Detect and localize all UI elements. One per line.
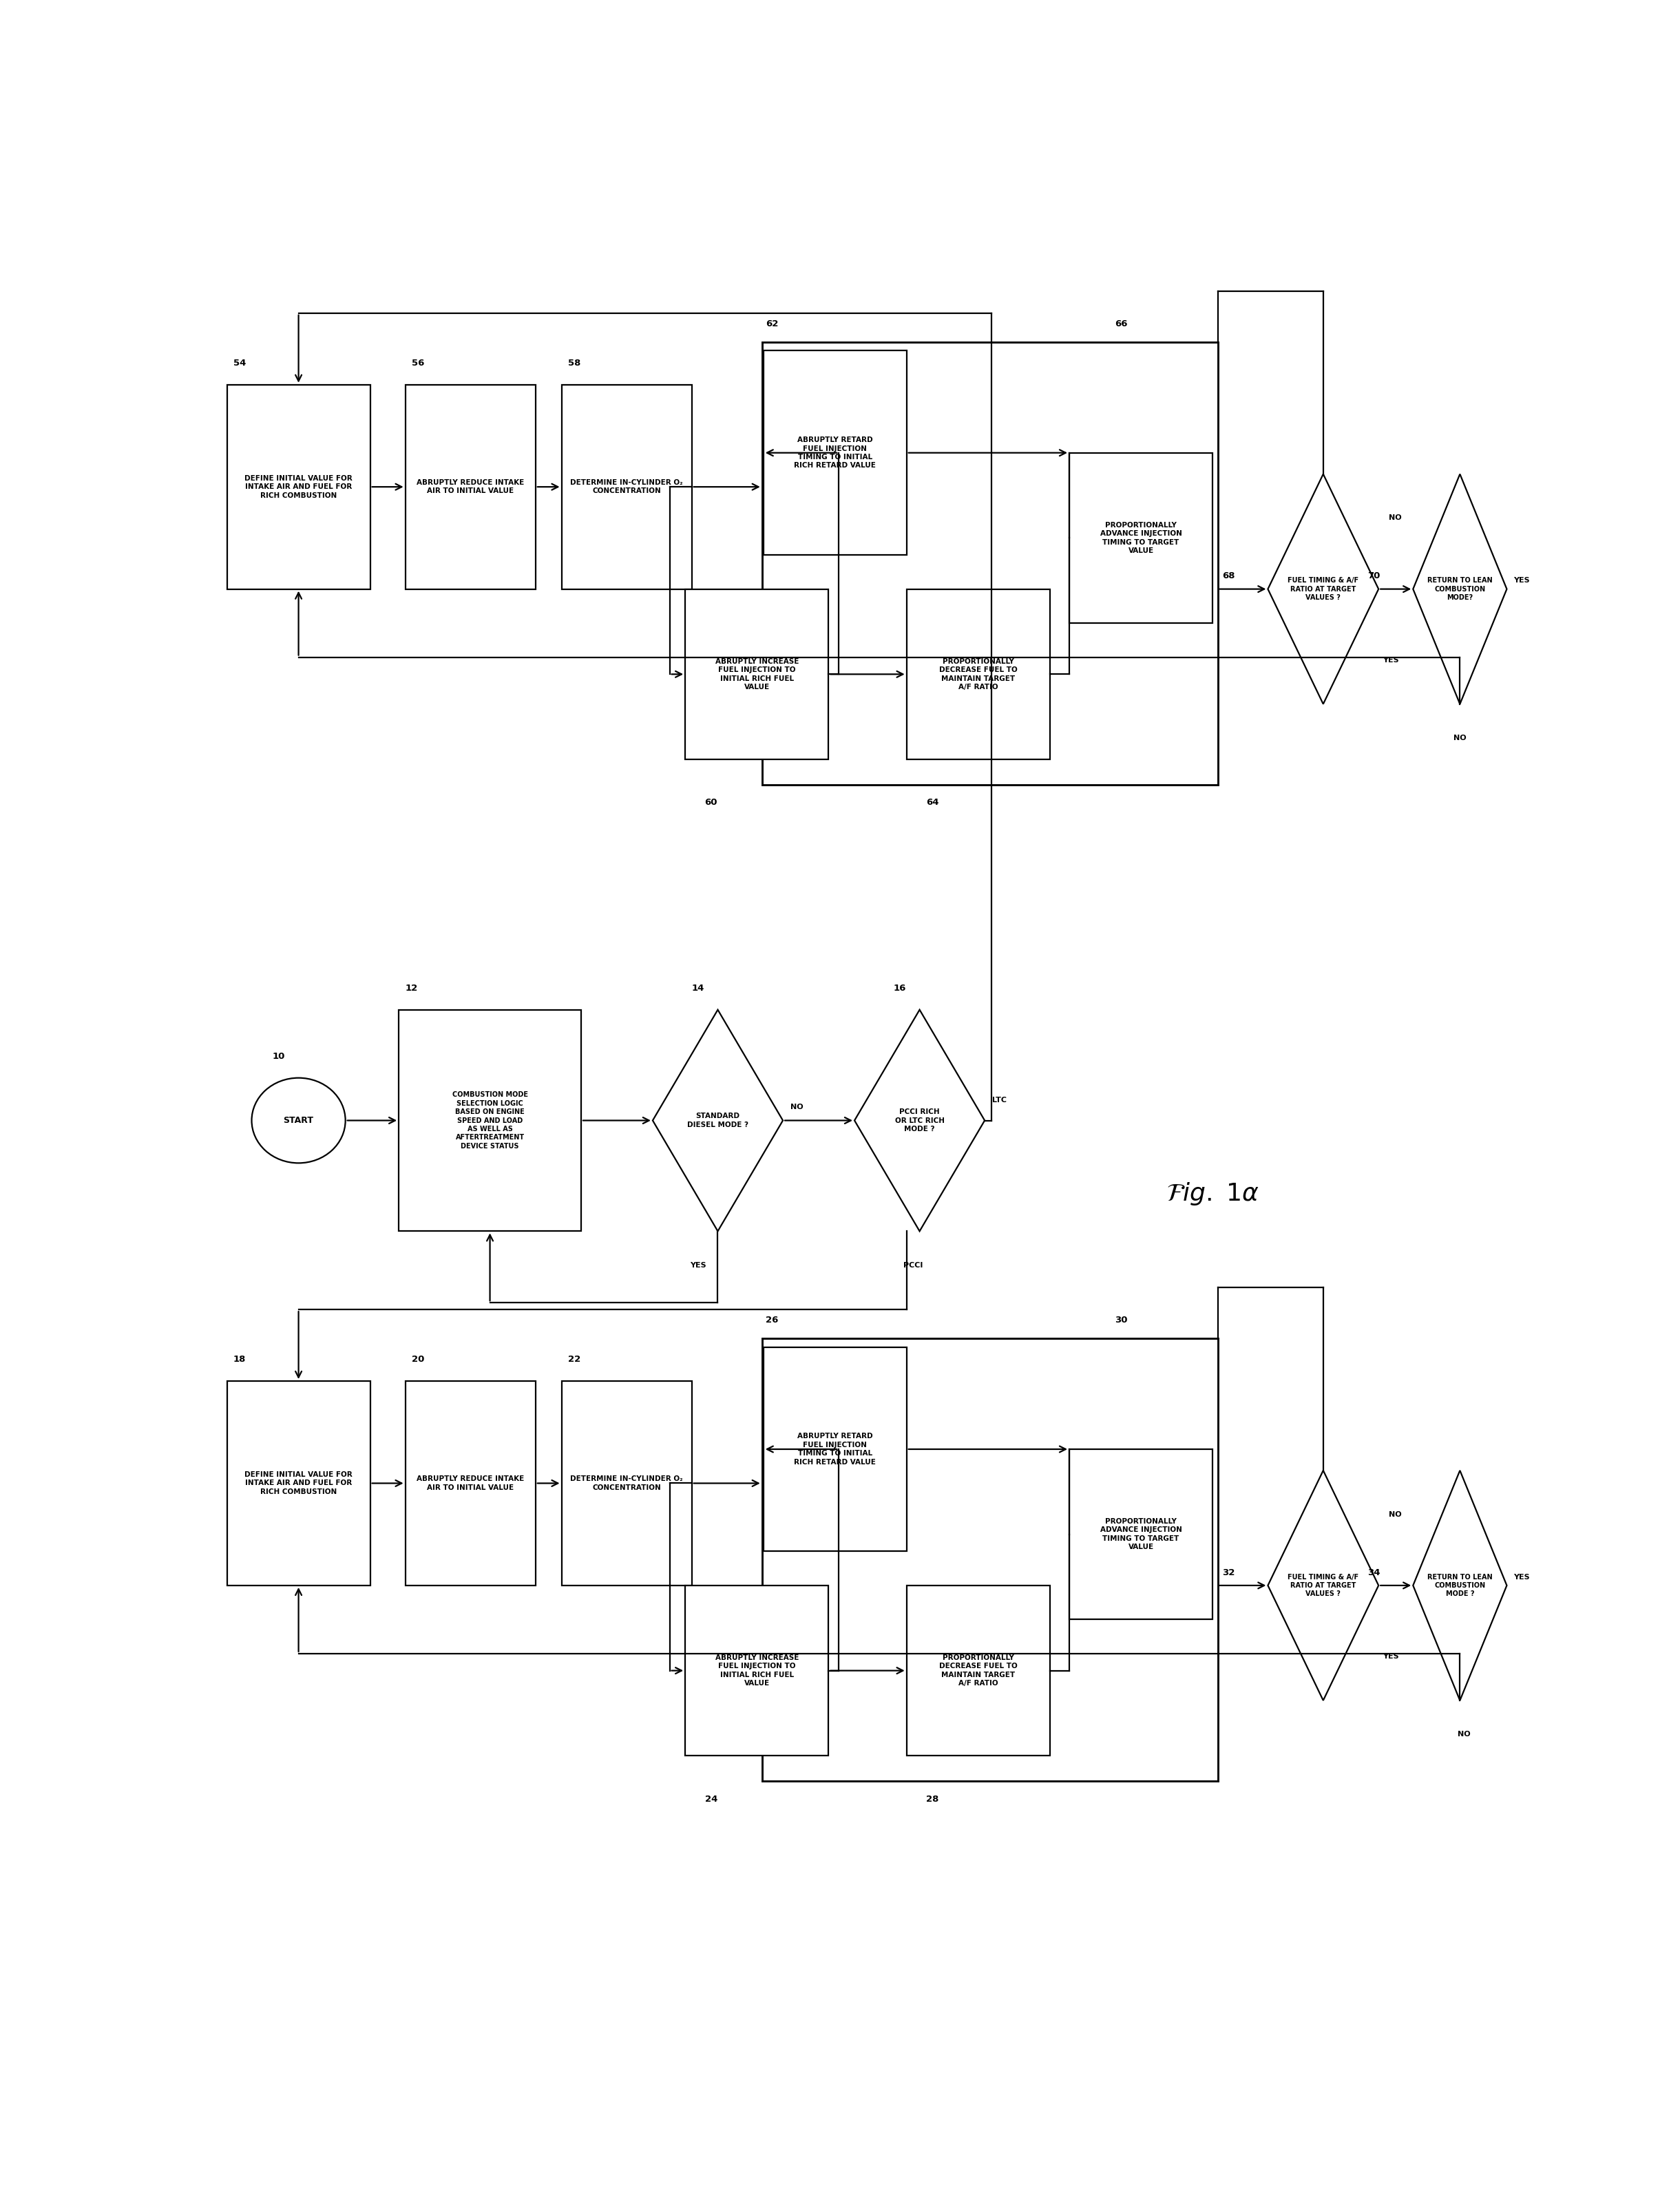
Text: PROPORTIONALLY
DECREASE FUEL TO
MAINTAIN TARGET
A/F RATIO: PROPORTIONALLY DECREASE FUEL TO MAINTAIN… xyxy=(939,657,1018,690)
Bar xyxy=(763,1347,907,1551)
Text: ABRUPTLY RETARD
FUEL INJECTION
TIMING TO INITIAL
RICH RETARD VALUE: ABRUPTLY RETARD FUEL INJECTION TIMING TO… xyxy=(795,1433,875,1464)
Text: 34: 34 xyxy=(1368,1568,1381,1577)
Text: 32: 32 xyxy=(1223,1568,1235,1577)
Bar xyxy=(405,1380,536,1586)
Text: 12: 12 xyxy=(405,984,418,993)
Bar xyxy=(763,1338,1218,1781)
Text: PCCI RICH
OR LTC RICH
MODE ?: PCCI RICH OR LTC RICH MODE ? xyxy=(895,1108,944,1133)
Text: 66: 66 xyxy=(1116,319,1127,327)
Text: 54: 54 xyxy=(234,358,245,367)
Text: YES: YES xyxy=(1383,657,1399,664)
Text: PROPORTIONALLY
DECREASE FUEL TO
MAINTAIN TARGET
A/F RATIO: PROPORTIONALLY DECREASE FUEL TO MAINTAIN… xyxy=(939,1655,1018,1688)
Text: 18: 18 xyxy=(234,1356,245,1365)
Text: 10: 10 xyxy=(272,1053,286,1062)
Text: YES: YES xyxy=(1383,1652,1399,1659)
Bar xyxy=(907,588,1050,759)
Bar xyxy=(1068,453,1213,624)
Bar xyxy=(763,343,1218,785)
Text: 16: 16 xyxy=(894,984,906,993)
Text: 20: 20 xyxy=(412,1356,425,1365)
Text: COMBUSTION MODE
SELECTION LOGIC
BASED ON ENGINE
SPEED AND LOAD
AS WELL AS
AFTERT: COMBUSTION MODE SELECTION LOGIC BASED ON… xyxy=(452,1091,528,1150)
Bar xyxy=(561,1380,692,1586)
Text: 64: 64 xyxy=(926,799,939,807)
Text: ABRUPTLY INCREASE
FUEL INJECTION TO
INITIAL RICH FUEL
VALUE: ABRUPTLY INCREASE FUEL INJECTION TO INIT… xyxy=(716,1655,798,1688)
Text: 24: 24 xyxy=(706,1794,717,1803)
Text: NO: NO xyxy=(1389,1511,1401,1517)
Text: START: START xyxy=(284,1117,314,1126)
Text: YES: YES xyxy=(690,1261,706,1270)
Text: PROPORTIONALLY
ADVANCE INJECTION
TIMING TO TARGET
VALUE: PROPORTIONALLY ADVANCE INJECTION TIMING … xyxy=(1100,522,1181,555)
Bar xyxy=(398,1009,581,1232)
Text: DETERMINE IN-CYLINDER O₂
CONCENTRATION: DETERMINE IN-CYLINDER O₂ CONCENTRATION xyxy=(570,1475,684,1491)
Bar xyxy=(561,385,692,588)
Text: PROPORTIONALLY
ADVANCE INJECTION
TIMING TO TARGET
VALUE: PROPORTIONALLY ADVANCE INJECTION TIMING … xyxy=(1100,1517,1181,1551)
Bar xyxy=(685,1586,828,1756)
Text: DEFINE INITIAL VALUE FOR
INTAKE AIR AND FUEL FOR
RICH COMBUSTION: DEFINE INITIAL VALUE FOR INTAKE AIR AND … xyxy=(245,1471,353,1495)
Text: 26: 26 xyxy=(766,1316,778,1325)
Text: 22: 22 xyxy=(568,1356,581,1365)
Text: 56: 56 xyxy=(412,358,425,367)
Ellipse shape xyxy=(252,1077,346,1164)
Text: ABRUPTLY REDUCE INTAKE
AIR TO INITIAL VALUE: ABRUPTLY REDUCE INTAKE AIR TO INITIAL VA… xyxy=(417,1475,524,1491)
Text: 14: 14 xyxy=(692,984,704,993)
Text: NO: NO xyxy=(1453,734,1467,741)
Text: $\mathcal{F}ig.\ 1\alpha$: $\mathcal{F}ig.\ 1\alpha$ xyxy=(1166,1181,1258,1208)
Text: LTC: LTC xyxy=(993,1097,1006,1104)
Polygon shape xyxy=(855,1009,984,1232)
Text: 30: 30 xyxy=(1116,1316,1127,1325)
Polygon shape xyxy=(1413,473,1507,703)
Polygon shape xyxy=(1268,473,1379,703)
Bar xyxy=(227,1380,370,1586)
Text: ABRUPTLY REDUCE INTAKE
AIR TO INITIAL VALUE: ABRUPTLY REDUCE INTAKE AIR TO INITIAL VA… xyxy=(417,480,524,495)
Bar xyxy=(907,1586,1050,1756)
Text: ABRUPTLY INCREASE
FUEL INJECTION TO
INITIAL RICH FUEL
VALUE: ABRUPTLY INCREASE FUEL INJECTION TO INIT… xyxy=(716,657,798,690)
Text: YES: YES xyxy=(1514,1573,1529,1579)
Polygon shape xyxy=(652,1009,783,1232)
Text: NO: NO xyxy=(1389,515,1401,522)
Text: 60: 60 xyxy=(706,799,717,807)
Text: STANDARD
DIESEL MODE ?: STANDARD DIESEL MODE ? xyxy=(687,1113,748,1128)
Text: 28: 28 xyxy=(926,1794,939,1803)
Text: 68: 68 xyxy=(1223,571,1235,580)
Bar xyxy=(685,588,828,759)
Text: FUEL TIMING & A/F
RATIO AT TARGET
VALUES ?: FUEL TIMING & A/F RATIO AT TARGET VALUES… xyxy=(1287,1573,1359,1597)
Text: DEFINE INITIAL VALUE FOR
INTAKE AIR AND FUEL FOR
RICH COMBUSTION: DEFINE INITIAL VALUE FOR INTAKE AIR AND … xyxy=(245,476,353,500)
Polygon shape xyxy=(1268,1471,1379,1701)
Text: NO: NO xyxy=(1458,1732,1470,1739)
Text: DETERMINE IN-CYLINDER O₂
CONCENTRATION: DETERMINE IN-CYLINDER O₂ CONCENTRATION xyxy=(570,480,684,495)
Polygon shape xyxy=(1413,1471,1507,1701)
Text: PCCI: PCCI xyxy=(904,1261,922,1270)
Bar xyxy=(763,349,907,555)
Text: YES: YES xyxy=(1514,577,1529,584)
Text: 58: 58 xyxy=(568,358,581,367)
Text: FUEL TIMING & A/F
RATIO AT TARGET
VALUES ?: FUEL TIMING & A/F RATIO AT TARGET VALUES… xyxy=(1287,577,1359,602)
Text: 62: 62 xyxy=(766,319,778,327)
Text: RETURN TO LEAN
COMBUSTION
MODE ?: RETURN TO LEAN COMBUSTION MODE ? xyxy=(1428,1573,1492,1597)
Bar xyxy=(227,385,370,588)
Text: 70: 70 xyxy=(1368,571,1381,580)
Bar xyxy=(405,385,536,588)
Text: ABRUPTLY RETARD
FUEL INJECTION
TIMING TO INITIAL
RICH RETARD VALUE: ABRUPTLY RETARD FUEL INJECTION TIMING TO… xyxy=(795,436,875,469)
Text: NO: NO xyxy=(791,1104,803,1110)
Bar xyxy=(1068,1449,1213,1619)
Text: RETURN TO LEAN
COMBUSTION
MODE?: RETURN TO LEAN COMBUSTION MODE? xyxy=(1428,577,1492,602)
